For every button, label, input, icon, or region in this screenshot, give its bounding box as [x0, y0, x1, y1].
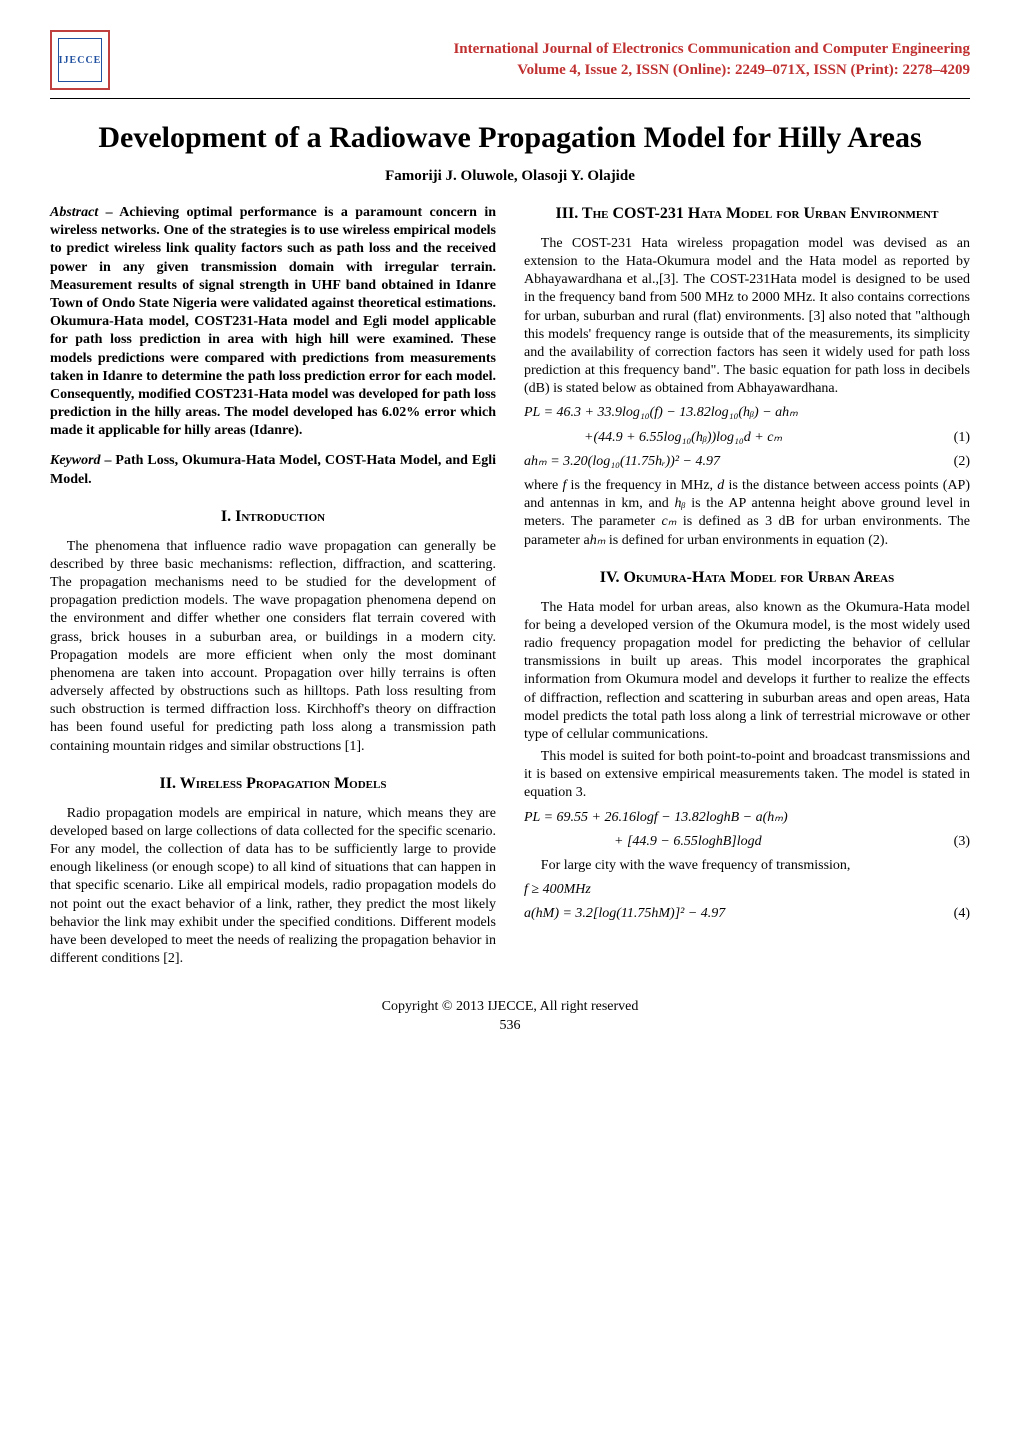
section-num: II.: [160, 775, 176, 792]
right-column: III. The COST-231 Hata Model for Urban E…: [524, 204, 970, 972]
equation-3a: PL = 69.55 + 26.16logf − 13.82loghB − a(…: [524, 809, 970, 827]
symbol-hm: hₘ: [590, 533, 606, 548]
two-column-body: Abstract – Achieving optimal performance…: [50, 204, 970, 972]
eq-body: f ≥ 400MHz: [524, 881, 591, 899]
section-num: I.: [221, 508, 231, 525]
eq-body: PL = 46.3 + 33.9log₁₀(f) − 13.82log₁₀(hᵦ…: [524, 404, 798, 422]
journal-issue-line: Volume 4, Issue 2, ISSN (Online): 2249–0…: [120, 60, 970, 81]
eq-number: (4): [942, 905, 970, 923]
paper-title: Development of a Radiowave Propagation M…: [50, 119, 970, 157]
equation-3b: + [44.9 − 6.55loghB]logd (3): [524, 833, 970, 851]
hata-paragraph-1: The Hata model for urban areas, also kno…: [524, 599, 970, 745]
equation-1b: +(44.9 + 6.55log₁₀(hᵦ))log₁₀d + cₘ (1): [524, 429, 970, 447]
eq-number: (2): [942, 453, 970, 471]
keyword-label: Keyword: [50, 453, 101, 468]
eq-body: a(hM) = 3.2[log(11.75hM)]² − 4.97: [524, 905, 725, 923]
left-column: Abstract – Achieving optimal performance…: [50, 204, 496, 972]
page-number: 536: [50, 1017, 970, 1035]
eq-body: + [44.9 − 6.55loghB]logd: [614, 833, 762, 851]
eq-number: (1): [942, 429, 970, 447]
section-heading-intro: I. Introduction: [50, 507, 496, 528]
intro-paragraph: The phenomena that influence radio wave …: [50, 538, 496, 756]
symbol-cm: cₘ: [662, 514, 677, 529]
journal-header-bar: IJECCE International Journal of Electron…: [50, 30, 970, 99]
section-title: Okumura-Hata Model for Urban Areas: [623, 569, 894, 586]
keyword-text: – Path Loss, Okumura-Hata Model, COST-Ha…: [50, 453, 496, 486]
section-num: IV.: [600, 569, 620, 586]
wireless-paragraph: Radio propagation models are empirical i…: [50, 805, 496, 969]
abstract-label: Abstract: [50, 205, 98, 220]
abstract-text: – Achieving optimal performance is a par…: [50, 205, 496, 438]
section-title: The COST-231 Hata Model for Urban Enviro…: [582, 205, 939, 222]
section-num: III.: [556, 205, 579, 222]
hata-large-text: For large city with the wave frequency o…: [541, 858, 851, 873]
section-heading-hata: IV. Okumura-Hata Model for Urban Areas: [524, 568, 970, 589]
symbol-hb: hᵦ: [674, 496, 685, 511]
where-t1: is the frequency in MHz,: [566, 478, 717, 493]
cost231-paragraph: The COST-231 Hata wireless propagation m…: [524, 235, 970, 399]
page-footer: Copyright © 2013 IJECCE, All right reser…: [50, 998, 970, 1034]
journal-header-text: International Journal of Electronics Com…: [120, 39, 970, 81]
journal-title-line: International Journal of Electronics Com…: [120, 39, 970, 60]
eq-body: PL = 69.55 + 26.16logf − 13.82loghB − a(…: [524, 809, 788, 827]
cost231-where: where f is the frequency in MHz, d is th…: [524, 477, 970, 550]
journal-logo: IJECCE: [50, 30, 110, 90]
section-title: Wireless Propagation Models: [180, 775, 387, 792]
where-label: where: [524, 478, 562, 493]
eq-number: (3): [942, 833, 970, 851]
paper-authors: Famoriji J. Oluwole, Olasoji Y. Olajide: [50, 167, 970, 187]
equation-2: ahₘ = 3.20(log₁₀(11.75hᵣ))² − 4.97 (2): [524, 453, 970, 471]
hata-paragraph-2: This model is suited for both point-to-p…: [524, 748, 970, 803]
eq-body: +(44.9 + 6.55log₁₀(hᵦ))log₁₀d + cₘ: [584, 429, 782, 447]
equation-4: a(hM) = 3.2[log(11.75hM)]² − 4.97 (4): [524, 905, 970, 923]
abstract-block: Abstract – Achieving optimal performance…: [50, 204, 496, 440]
eq-body: ahₘ = 3.20(log₁₀(11.75hᵣ))² − 4.97: [524, 453, 720, 471]
section-heading-cost231: III. The COST-231 Hata Model for Urban E…: [524, 204, 970, 225]
hata-large-city: For large city with the wave frequency o…: [524, 857, 970, 875]
equation-1a: PL = 46.3 + 33.9log₁₀(f) − 13.82log₁₀(hᵦ…: [524, 404, 970, 422]
where-t5: is defined for urban environments in equ…: [605, 533, 888, 548]
copyright-line: Copyright © 2013 IJECCE, All right reser…: [50, 998, 970, 1016]
section-heading-wireless: II. Wireless Propagation Models: [50, 774, 496, 795]
keyword-block: Keyword – Path Loss, Okumura-Hata Model,…: [50, 452, 496, 488]
section-title: Introduction: [235, 508, 325, 525]
equation-condition: f ≥ 400MHz: [524, 881, 970, 899]
journal-logo-text: IJECCE: [58, 38, 102, 82]
